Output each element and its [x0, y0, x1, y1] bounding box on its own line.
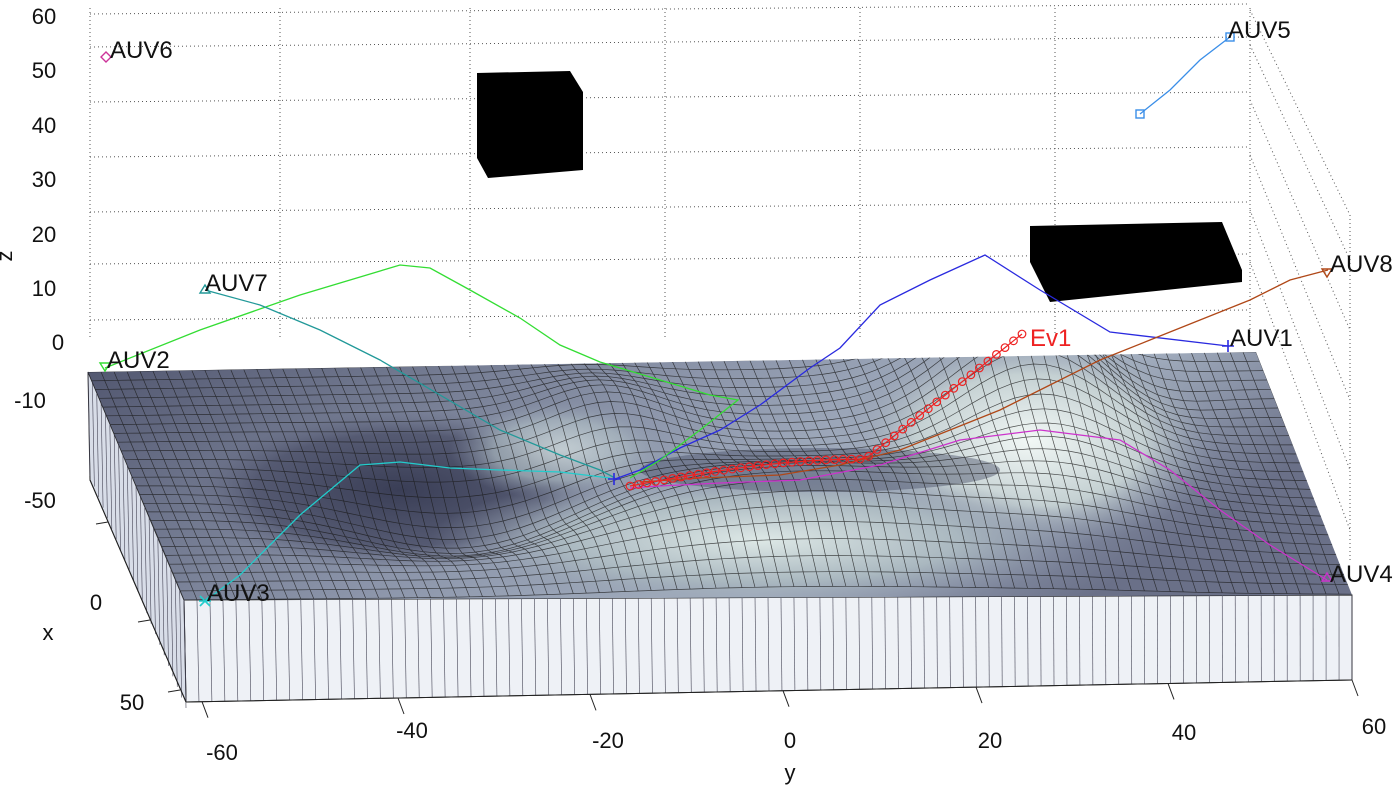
y-tick-mark	[976, 687, 982, 703]
z-axis-label: z	[0, 251, 17, 262]
y-tick-label: 0	[784, 728, 796, 753]
obstacle-box-2	[1030, 222, 1242, 302]
y-tick-label: -60	[206, 740, 238, 765]
z-tick-label: 40	[32, 113, 56, 138]
y-tick-mark	[398, 698, 404, 714]
label-auv7: AUV7	[205, 270, 268, 297]
y-tick-label: 40	[1172, 720, 1196, 745]
z-tick-label: 10	[32, 276, 56, 301]
y-tick-mark	[202, 702, 208, 718]
label-auv4: AUV4	[1330, 561, 1393, 588]
terrain-valley	[640, 448, 1000, 492]
z-tick-label: 0	[52, 330, 64, 355]
label-auv8: AUV8	[1330, 251, 1393, 278]
grid-z-line	[90, 92, 1250, 102]
y-axis-label: y	[785, 760, 796, 785]
label-ev1: Ev1	[1030, 325, 1071, 352]
label-auv1: AUV1	[1230, 325, 1293, 352]
y-tick-label: -20	[592, 728, 624, 753]
label-auv2: AUV2	[107, 347, 170, 374]
grid-z-line	[90, 202, 1250, 212]
trajectory-auv5	[1140, 37, 1230, 114]
label-auv3: AUV3	[207, 580, 270, 607]
y-tick-mark	[1352, 680, 1358, 696]
grid-z-line	[90, 37, 1250, 47]
y-tick-mark	[1168, 683, 1174, 699]
grid-z-line	[90, 147, 1250, 157]
grid-z-line	[90, 4, 1250, 14]
grid-side-line	[1250, 100, 1350, 330]
terrain-surface	[88, 299, 1352, 610]
y-tick-label: -40	[396, 718, 428, 743]
z-tick-label: 20	[32, 222, 56, 247]
y-tick-mark	[590, 694, 596, 710]
z-tick-label: 60	[32, 4, 56, 29]
x-axis-label: x	[43, 620, 54, 645]
x-tick-label: -50	[24, 488, 56, 513]
y-tick-mark	[783, 691, 789, 707]
x-tick-label: 50	[120, 690, 144, 715]
obstacles	[477, 71, 1242, 302]
x-tick-mark	[138, 620, 150, 622]
z-tick-label: 30	[32, 167, 56, 192]
y-tick-label: 20	[978, 728, 1002, 753]
y-tick-label: 60	[1362, 714, 1386, 739]
label-auv6: AUV6	[110, 37, 173, 64]
z-tick-label: 50	[32, 58, 56, 83]
x-tick-mark	[96, 522, 108, 524]
x-tick-label: 0	[90, 590, 102, 615]
obstacle-box-1	[477, 71, 583, 178]
label-auv5: AUV5	[1228, 17, 1291, 44]
x-tick-mark	[168, 690, 180, 692]
z-tick-label: -10	[14, 388, 46, 413]
grid-side-line	[1250, 45, 1350, 260]
